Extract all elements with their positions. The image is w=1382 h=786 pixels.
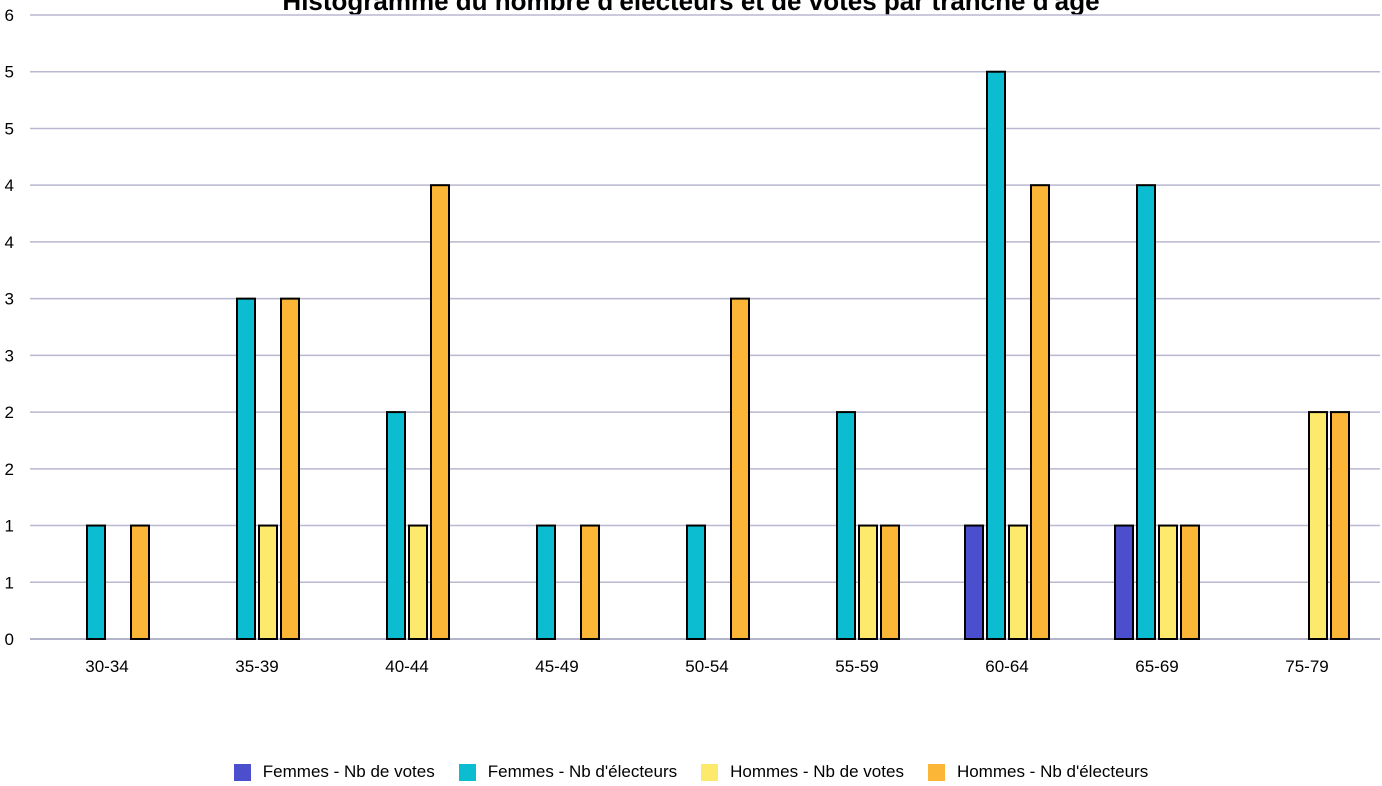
y-tick-label: 3 xyxy=(5,346,14,365)
x-tick-label: 60-64 xyxy=(985,657,1028,676)
legend-label: Hommes - Nb de votes xyxy=(730,762,904,781)
legend-item: Femmes - Nb d'électeurs xyxy=(458,762,678,782)
bar xyxy=(1114,524,1134,641)
x-tick-label: 50-54 xyxy=(685,657,728,676)
bar xyxy=(964,524,984,641)
bar xyxy=(280,297,300,640)
legend-swatch xyxy=(233,763,251,781)
x-axis-ticks: 30-34 35-39 40-44 45-49 50-54 55-59 60-64 65-69… xyxy=(85,657,1328,676)
chart-title: Histogramme du nombre d'électeurs et de … xyxy=(282,0,1099,16)
y-tick-label: 6 xyxy=(5,6,14,25)
bar xyxy=(430,184,450,640)
x-tick-label: 55-59 xyxy=(835,657,878,676)
y-tick-label: 5 xyxy=(5,63,14,82)
bar xyxy=(836,411,856,640)
bar xyxy=(86,524,106,641)
bars xyxy=(86,70,1350,641)
y-tick-label: 4 xyxy=(5,233,14,252)
bar xyxy=(236,297,256,640)
x-tick-label: 45-49 xyxy=(535,657,578,676)
x-tick-label: 40-44 xyxy=(385,657,428,676)
legend: Femmes - Nb de votes Femmes - Nb d'électe… xyxy=(0,762,1382,782)
legend-label: Hommes - Nb d'électeurs xyxy=(956,762,1149,781)
bar xyxy=(686,524,706,641)
bar xyxy=(386,411,406,640)
x-tick-label: 30-34 xyxy=(85,657,128,676)
bar xyxy=(1308,411,1328,640)
bar xyxy=(580,524,600,641)
bar xyxy=(1008,524,1028,641)
x-tick-label: 35-39 xyxy=(235,657,278,676)
bar xyxy=(1136,184,1156,640)
legend-swatch xyxy=(701,763,719,781)
bar xyxy=(1158,524,1178,641)
bar xyxy=(986,70,1006,640)
bar xyxy=(1180,524,1200,641)
x-tick-label: 75-79 xyxy=(1285,657,1328,676)
bar xyxy=(1330,411,1350,640)
bar-chart: Histogramme du nombre d'électeurs et de … xyxy=(5,0,1380,676)
y-tick-label: 1 xyxy=(5,573,14,592)
bar xyxy=(258,524,278,641)
y-tick-label: 4 xyxy=(5,176,14,195)
legend-label: Femmes - Nb de votes xyxy=(262,762,435,781)
legend-label: Femmes - Nb d'électeurs xyxy=(487,762,678,781)
y-axis-ticks: 0 1 1 2 2 3 3 4 4 5 5 6 xyxy=(5,6,14,649)
legend-item: Hommes - Nb d'électeurs xyxy=(927,762,1149,782)
bar xyxy=(408,524,428,641)
bar xyxy=(730,297,750,640)
x-tick-label: 65-69 xyxy=(1135,657,1178,676)
y-tick-label: 2 xyxy=(5,403,14,422)
y-tick-label: 2 xyxy=(5,460,14,479)
y-tick-label: 5 xyxy=(5,119,14,138)
legend-swatch xyxy=(927,763,945,781)
bar xyxy=(1030,184,1050,640)
y-tick-label: 1 xyxy=(5,517,14,536)
bar xyxy=(858,524,878,641)
legend-item: Hommes - Nb de votes xyxy=(701,762,904,782)
y-tick-label: 3 xyxy=(5,290,14,309)
y-tick-label: 0 xyxy=(5,630,14,649)
legend-item: Femmes - Nb de votes xyxy=(233,762,435,782)
bar xyxy=(536,524,556,641)
bar xyxy=(130,524,150,641)
legend-swatch xyxy=(458,763,476,781)
bar xyxy=(880,524,900,641)
